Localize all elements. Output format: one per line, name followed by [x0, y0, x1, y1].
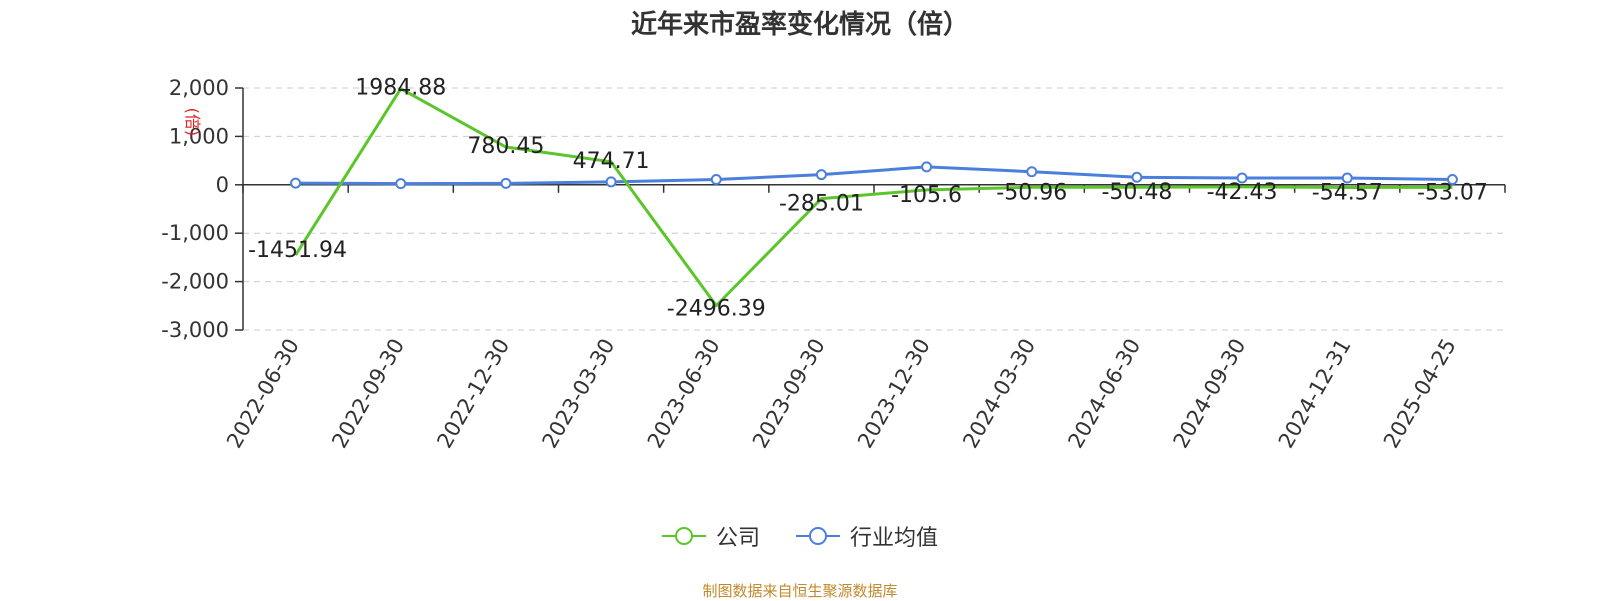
data-label-company: -50.96: [996, 180, 1067, 205]
data-point-industry: [710, 173, 722, 185]
data-point-industry: [1026, 166, 1038, 178]
grid-lines: [243, 87, 1505, 331]
chart-plot: 2,000 1,000 0 -1,000 -2,000 -3,000 (倍) 2022-06-…: [161, 76, 1506, 453]
y-axis-label: (倍): [183, 108, 202, 137]
data-point-industry: [1341, 172, 1353, 184]
data-label-company: 474.71: [573, 149, 650, 174]
x-tick-label: 2022-12-30: [432, 335, 514, 453]
y-tick-label: -1,000: [161, 221, 229, 245]
data-label-company: 780.45: [467, 134, 544, 159]
data-point-industry: [1446, 173, 1458, 185]
legend: 公司 行业均值: [0, 520, 1600, 552]
data-point-industry: [921, 161, 933, 173]
x-tick-label: 2023-06-30: [643, 335, 725, 453]
x-tick-label: 2024-06-30: [1063, 335, 1145, 453]
data-label-company: -53.07: [1417, 180, 1488, 205]
axes: 2,000 1,000 0 -1,000 -2,000 -3,000 (倍) 2022-06-…: [161, 76, 1506, 453]
x-tick-label: 2024-09-30: [1169, 335, 1251, 453]
data-point-industry: [605, 176, 617, 188]
chart-title: 近年来市盈率变化情况（倍）: [630, 10, 969, 40]
x-tick-label: 2023-09-30: [748, 335, 830, 453]
data-label-company: -285.01: [779, 192, 864, 217]
series-lines: [290, 87, 1458, 308]
series-line-company: [294, 87, 1453, 308]
legend-item-industry-average[interactable]: 行业均值: [796, 520, 938, 552]
legend-label-company: 公司: [715, 526, 760, 551]
data-label-company: -2496.39: [667, 297, 766, 322]
x-tick-label: 2024-12-31: [1274, 335, 1356, 453]
data-label-company: 1984.88: [355, 76, 446, 101]
data-label-company: -42.43: [1207, 180, 1278, 205]
y-tick-label: 0: [216, 173, 229, 197]
y-tick-label: -2,000: [161, 270, 229, 294]
y-tick-label: 2,000: [169, 76, 229, 100]
data-label-company: -105.6: [891, 183, 962, 208]
x-tick-label: 2025-04-25: [1379, 335, 1461, 453]
legend-line-icon-company: [661, 527, 706, 545]
data-labels: -1451.94 1984.88 780.45 474.71 -2496.39 -285.…: [248, 76, 1488, 322]
x-tick-label: 2023-03-30: [538, 335, 620, 453]
data-point-industry: [290, 177, 302, 189]
data-point-industry: [1131, 171, 1143, 183]
y-tick-label: 1,000: [169, 124, 229, 148]
data-label-company: -50.48: [1101, 180, 1172, 205]
x-tick-label: 2024-03-30: [958, 335, 1040, 453]
data-point-industry: [815, 169, 827, 181]
legend-line-icon-industry: [796, 527, 840, 545]
legend-label-industry: 行业均值: [850, 526, 939, 551]
legend-item-company[interactable]: 公司: [661, 520, 760, 552]
series-line-industry: [295, 165, 1453, 186]
data-point-industry: [1236, 172, 1248, 184]
data-point-industry: [395, 178, 407, 190]
data-label-company: -1451.94: [248, 238, 347, 263]
y-tick-label: -3,000: [161, 318, 229, 342]
x-tick-label: 2022-06-30: [222, 335, 304, 453]
source-note: 制图数据来自恒生聚源数据库: [702, 582, 898, 600]
x-tick-label: 2022-09-30: [327, 335, 409, 453]
x-tick-label: 2023-12-30: [853, 335, 935, 453]
data-label-company: -54.57: [1312, 180, 1383, 205]
data-point-industry: [500, 177, 512, 189]
